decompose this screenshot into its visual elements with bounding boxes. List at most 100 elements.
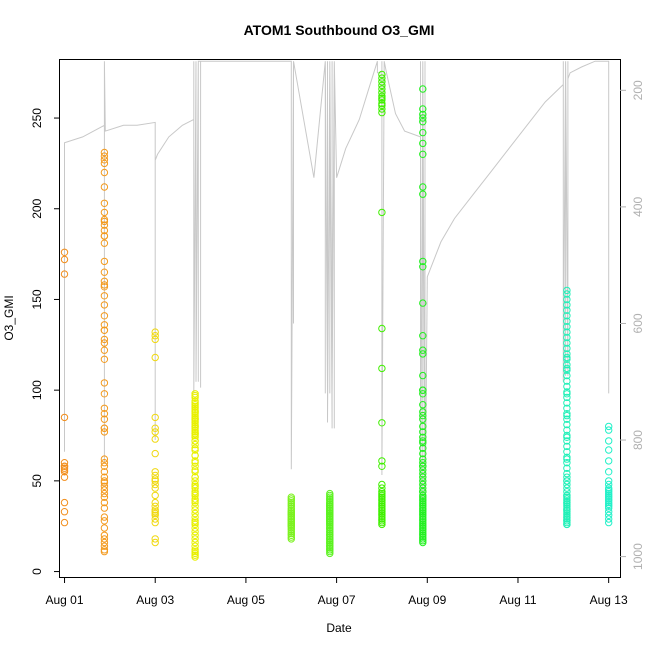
data-point: [191, 440, 199, 449]
data-point: [563, 442, 571, 451]
data-point: [419, 386, 427, 394]
data-point: [326, 513, 334, 521]
data-point: [60, 248, 69, 257]
data-point: [191, 477, 199, 485]
data-point: [419, 114, 427, 122]
data-point: [191, 473, 199, 481]
data-point: [151, 538, 159, 547]
data-point: [419, 462, 427, 470]
series-6: [326, 489, 334, 558]
data-point: [60, 459, 69, 467]
data-point: [151, 449, 159, 458]
data-point: [191, 397, 199, 405]
data-point: [100, 415, 109, 423]
data-point: [419, 371, 427, 380]
y-tick-label: 250: [30, 108, 44, 128]
data-point: [326, 535, 334, 543]
data-point: [100, 156, 109, 164]
data-point: [563, 433, 571, 441]
data-points: [60, 70, 613, 561]
data-point: [100, 462, 109, 470]
series-10: [605, 422, 613, 527]
data-point: [378, 99, 386, 108]
data-point: [419, 422, 427, 431]
data-point: [419, 350, 427, 358]
data-point: [563, 420, 571, 429]
data-point: [605, 477, 613, 485]
data-point: [151, 353, 159, 362]
data-point: [605, 480, 613, 489]
data-point: [100, 321, 109, 329]
data-point: [563, 455, 571, 463]
data-point: [605, 437, 613, 445]
data-point: [191, 462, 199, 470]
data-point: [563, 312, 571, 320]
data-point: [100, 379, 109, 387]
data-point: [191, 488, 199, 496]
data-point: [326, 498, 334, 507]
data-point: [151, 435, 159, 443]
data-point: [60, 413, 69, 422]
data-point: [419, 439, 427, 447]
data-point: [100, 268, 109, 276]
data-point: [419, 332, 427, 340]
data-point: [151, 511, 159, 519]
data-point: [563, 382, 571, 391]
data-point: [100, 424, 109, 432]
data-point: [191, 408, 199, 416]
data-point: [151, 335, 159, 344]
data-point: [605, 488, 613, 496]
data-point: [151, 468, 159, 476]
x-tick-label: Aug 11: [499, 593, 536, 607]
data-point: [100, 517, 109, 525]
data-point: [100, 355, 109, 363]
data-point: [419, 299, 427, 307]
data-point: [378, 500, 386, 509]
data-point: [191, 535, 199, 543]
x-tick-label: Aug 03: [136, 593, 174, 607]
data-point: [605, 446, 613, 454]
data-point: [287, 527, 295, 536]
data-point: [151, 471, 159, 480]
data-point: [563, 426, 571, 434]
data-point: [378, 78, 386, 86]
data-point: [100, 283, 109, 291]
data-point: [563, 488, 571, 496]
data-point: [151, 535, 159, 543]
data-point: [563, 477, 571, 485]
data-point: [100, 486, 109, 494]
data-point: [378, 513, 386, 521]
data-point: [151, 332, 159, 340]
data-point: [191, 497, 199, 505]
data-point: [419, 263, 427, 271]
x-tick-label: Aug 09: [408, 593, 446, 607]
data-point: [605, 422, 613, 431]
series-2: [100, 148, 109, 556]
data-point: [191, 531, 199, 539]
data-point: [563, 353, 571, 362]
data-point: [419, 488, 427, 496]
data-point: [151, 424, 159, 432]
data-point: [326, 531, 334, 539]
data-point: [191, 542, 199, 550]
data-point: [100, 479, 109, 487]
data-point: [563, 361, 571, 369]
y2-tick-label: 200: [631, 80, 645, 100]
data-point: [287, 513, 295, 521]
data-point: [191, 391, 199, 400]
plot-frame: [59, 59, 621, 578]
data-point: [100, 208, 109, 217]
data-point: [419, 110, 427, 119]
data-point: [100, 226, 109, 235]
data-point: [419, 527, 427, 536]
data-point: [287, 500, 295, 509]
data-point: [100, 232, 109, 240]
data-point: [100, 542, 109, 550]
data-point: [191, 524, 199, 532]
data-point: [151, 475, 159, 483]
data-point: [326, 495, 334, 503]
data-point: [191, 553, 199, 561]
data-point: [378, 108, 386, 117]
data-point: [605, 468, 613, 476]
data-point: [191, 433, 199, 441]
